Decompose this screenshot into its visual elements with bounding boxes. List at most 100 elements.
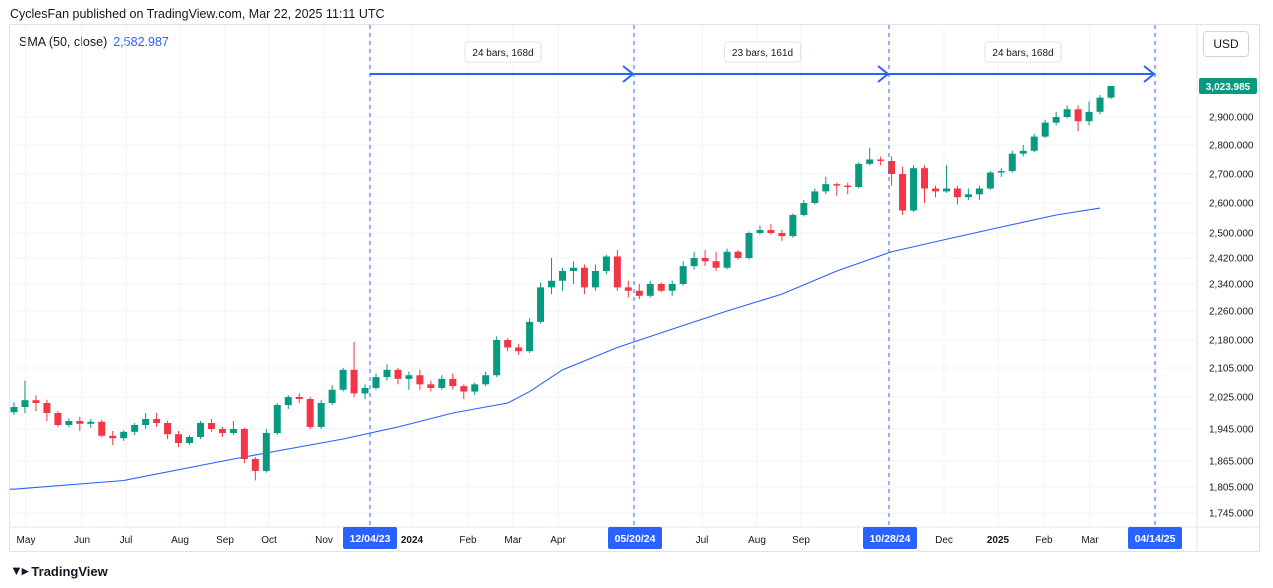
candle-body	[218, 429, 226, 433]
candle-body	[657, 284, 665, 291]
candle-body	[361, 387, 369, 394]
currency-button[interactable]: USD	[1203, 31, 1249, 57]
candle-body	[251, 459, 259, 471]
candle-body	[394, 369, 402, 379]
cycle-label-text: 24 bars, 168d	[992, 48, 1053, 59]
x-tick-label: Sep	[792, 535, 810, 546]
candle-body	[624, 287, 632, 291]
cycle-label: 24 bars, 168d	[984, 41, 1062, 63]
y-tick-label: 2,260.000	[1209, 307, 1254, 318]
candle-body	[1063, 109, 1071, 117]
candle-body	[65, 421, 73, 425]
tradingview-footer[interactable]: ▼▸ TradingView	[10, 563, 108, 579]
candle-body	[789, 215, 797, 237]
candle-body	[504, 340, 512, 348]
y-tick-label: 2,420.000	[1209, 254, 1254, 265]
candle-body	[613, 256, 621, 288]
y-tick-label: 2,105.000	[1209, 364, 1254, 375]
cycle-label-text: 24 bars, 168d	[472, 48, 533, 59]
x-tick-label: Nov	[315, 535, 333, 546]
y-tick-label: 1,745.000	[1209, 509, 1254, 520]
candle-body	[888, 160, 896, 174]
candle-body	[350, 369, 358, 394]
candle-body	[482, 375, 490, 385]
candle-body	[229, 429, 237, 433]
candle-body	[207, 423, 215, 429]
x-tick-label: Apr	[550, 535, 566, 546]
candle-body	[1085, 111, 1093, 122]
cycle-date-badge	[1128, 527, 1182, 549]
y-tick-label: 2,500.000	[1209, 229, 1254, 240]
cycle-date-label: 10/28/24	[870, 533, 911, 545]
cycle-date-badge	[608, 527, 662, 549]
candle-body	[32, 400, 40, 403]
x-tick-label: Aug	[748, 535, 766, 546]
cycle-label-text: 23 bars, 161d	[732, 48, 793, 59]
candle-body	[262, 433, 270, 471]
cycle-date-label: 05/20/24	[615, 533, 656, 545]
x-tick-label: Mar	[504, 535, 522, 546]
cycle-arrow-head	[1143, 65, 1156, 83]
candle-body	[21, 400, 29, 407]
cycle-date-badge	[863, 527, 917, 549]
candle-body	[734, 251, 742, 258]
x-tick-label: Oct	[261, 535, 277, 546]
candle-body	[756, 230, 764, 233]
x-tick-label: Jun	[74, 535, 90, 546]
candle-body	[240, 429, 248, 459]
candle-body	[438, 378, 446, 388]
candle-body	[1019, 150, 1027, 154]
cycle-label-box	[464, 41, 542, 63]
y-tick-label: 2,180.000	[1209, 336, 1254, 347]
cycle-label-box	[984, 41, 1062, 63]
sma-indicator-legend[interactable]: SMA (50, close) 2,582.987	[19, 35, 169, 49]
cycle-label: 23 bars, 161d	[724, 41, 801, 63]
candle-body	[54, 413, 62, 425]
candle-body	[372, 377, 380, 388]
candle-body	[1096, 97, 1104, 112]
sma-value: 2,582.987	[113, 35, 169, 49]
candle-body	[493, 340, 501, 376]
candle-body	[548, 280, 556, 288]
candle-body	[602, 256, 610, 271]
candle-body	[833, 184, 841, 186]
x-tick-label: Feb	[459, 535, 477, 546]
x-tick-label: Aug	[171, 535, 189, 546]
candle-body	[131, 425, 139, 432]
cycle-date-label: 04/14/25	[1135, 533, 1176, 545]
candle-body	[196, 423, 204, 437]
candle-body	[273, 405, 281, 433]
y-tick-label: 2,800.000	[1209, 141, 1254, 152]
candle-body	[635, 290, 643, 296]
candle-body	[537, 287, 545, 322]
candle-body	[526, 321, 534, 352]
candle-body	[328, 389, 336, 403]
candle-body	[317, 403, 325, 427]
candle-body	[844, 185, 852, 188]
candle-body	[580, 267, 588, 288]
y-tick-label: 1,945.000	[1209, 425, 1254, 436]
x-tick-label: Feb	[1035, 535, 1053, 546]
candle-body	[109, 435, 117, 439]
candle-body	[120, 431, 128, 439]
candle-body	[975, 188, 983, 195]
candle-body	[1008, 153, 1016, 172]
candle-body	[416, 375, 424, 385]
candle-body	[164, 423, 172, 435]
candle-body	[800, 203, 808, 215]
candle-body	[43, 403, 51, 413]
candle-body	[87, 421, 95, 424]
candle-body	[877, 159, 885, 161]
y-tick-label: 2,340.000	[1209, 280, 1254, 291]
candle-body	[986, 172, 994, 189]
candle-body	[866, 159, 874, 164]
cycle-date-label: 12/04/23	[350, 533, 391, 545]
candle-body	[295, 397, 303, 399]
cycle-label-box	[724, 41, 801, 63]
y-tick-label: 2,025.000	[1209, 393, 1254, 404]
sma-line	[10, 207, 1101, 490]
candle-body	[306, 399, 314, 427]
cycle-label: 24 bars, 168d	[464, 41, 542, 63]
candle-body	[745, 233, 753, 258]
